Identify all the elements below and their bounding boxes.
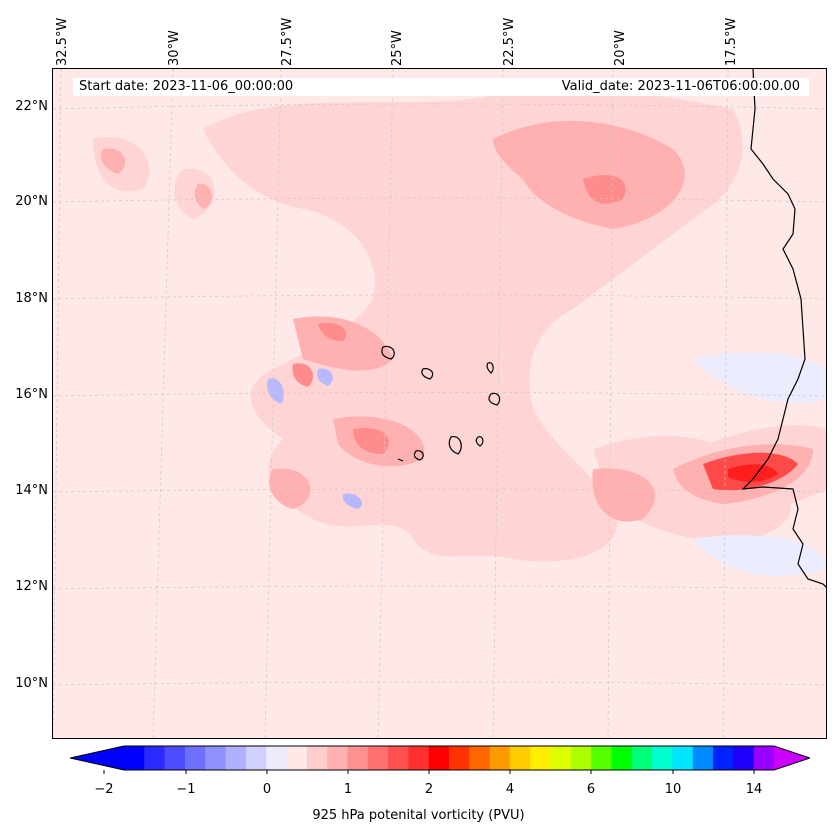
- cbar-tick-label: −1: [176, 782, 196, 797]
- cbar-tick-label: 14: [745, 782, 763, 797]
- valid-date-label: Valid_date: 2023-11-06T06:00:00.00: [561, 79, 800, 94]
- colorbar-segment: [652, 746, 673, 770]
- colorbar-segment: [509, 746, 531, 770]
- lon-label-30w: 30°W: [167, 30, 182, 66]
- start-date-label: Start date: 2023-11-06_00:00:00: [79, 79, 294, 94]
- colorbar-segment: [469, 746, 491, 770]
- cbar-tick-label: 10: [664, 782, 682, 797]
- lon-label-20w: 20°W: [613, 30, 628, 66]
- colorbar-segment: [713, 746, 734, 770]
- colorbar-segment: [408, 746, 430, 770]
- cbar-tick-label: 4: [505, 782, 515, 797]
- colorbar-segment: [692, 746, 714, 770]
- cbar-tick-label: −2: [94, 782, 114, 797]
- colorbar-segment: [733, 746, 755, 770]
- colorbar-segment: [388, 746, 409, 770]
- colorbar-segment: [611, 746, 633, 770]
- coastline: [381, 69, 826, 588]
- lat-label-16n: 16°N: [15, 387, 48, 402]
- lat-label-18n: 18°N: [15, 291, 48, 306]
- colorbar-segment: [347, 746, 369, 770]
- info-bar: [73, 78, 809, 96]
- colorbar-segment: [367, 746, 389, 770]
- cbar-tick-label: 6: [586, 782, 596, 797]
- map-gridlines: [53, 69, 826, 738]
- colorbar-segment: [570, 746, 592, 770]
- colorbar-segment: [672, 746, 694, 770]
- lat-label-22n: 22°N: [15, 99, 48, 114]
- lat-label-10n: 10°N: [15, 676, 48, 691]
- colorbar-segment: [184, 746, 206, 770]
- colorbar-segment: [205, 746, 227, 770]
- colorbar-segment: [591, 746, 612, 770]
- map-panel: Start date: 2023-11-06_00:00:00 Valid_da…: [52, 68, 827, 739]
- colorbar-segment: [225, 746, 247, 770]
- cbar-tick-label: 1: [343, 782, 353, 797]
- lon-label-25w: 25°W: [390, 30, 405, 66]
- colorbar-segment: [327, 746, 348, 770]
- colorbar-segment: [124, 746, 145, 770]
- colorbar-outline: [70, 745, 810, 771]
- lon-label-32-5w: 32.5°W: [55, 17, 70, 66]
- lon-label-27-5w: 27.5°W: [280, 17, 295, 66]
- colorbar-segment: [530, 746, 552, 770]
- pv-field-map: [53, 69, 826, 738]
- colorbar-segment: [164, 746, 186, 770]
- colorbar-segment: [286, 746, 308, 770]
- cbar-tick-label: 0: [262, 782, 272, 797]
- colorbar-over-arrow: [774, 746, 810, 770]
- lon-label-22-5w: 22.5°W: [502, 17, 517, 66]
- pv-contour-strong: [292, 175, 798, 491]
- lat-label-20n: 20°N: [15, 194, 48, 209]
- colorbar: [70, 745, 810, 774]
- colorbar-segment: [550, 746, 572, 770]
- colorbar-segment: [144, 746, 166, 770]
- colorbar-segment: [449, 746, 470, 770]
- colorbar-under-arrow: [70, 746, 124, 770]
- colorbar-segment: [266, 746, 287, 770]
- cbar-tick-label: 2: [424, 782, 434, 797]
- colorbar-segment: [245, 746, 267, 770]
- lat-label-12n: 12°N: [15, 579, 48, 594]
- colorbar-segment: [306, 746, 328, 770]
- colorbar-segment: [631, 746, 653, 770]
- colorbar-title: 925 hPa potenital vorticity (PVU): [312, 808, 525, 823]
- lon-label-17-5w: 17.5°W: [724, 17, 739, 66]
- colorbar-segment: [428, 746, 450, 770]
- colorbar-segment: [753, 746, 775, 770]
- lat-label-14n: 14°N: [15, 483, 48, 498]
- colorbar-segment: [489, 746, 511, 770]
